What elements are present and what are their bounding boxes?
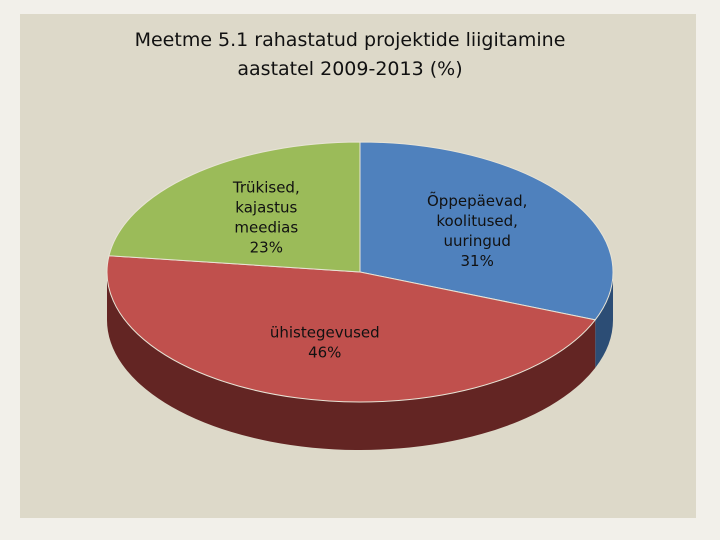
chart-title: Meetme 5.1 rahastatud projektide liigita… [60,26,640,84]
chart-title-line-1: Meetme 5.1 rahastatud projektide liigita… [134,29,566,51]
chart-title-line-2: aastatel 2009-2013 (%) [237,58,463,80]
pie-slice-1 [106,255,597,403]
pie-slice-side-1 [107,272,596,451]
pie-slice-2 [108,141,361,273]
pie-slice-side-0 [595,272,613,368]
pie-slice-0 [359,141,614,321]
pie-slice-label-1: ühistegevused 46% [270,324,380,362]
pie-slice-label-0: Õppepäevad, koolitused, uuringud 31% [427,191,527,270]
pie-slice-label-2: Trükised, kajastus meedias 23% [232,178,300,256]
